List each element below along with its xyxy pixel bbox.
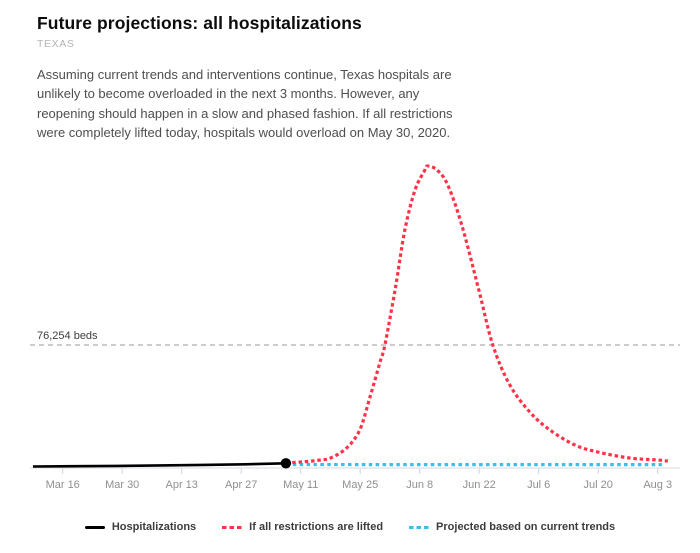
legend-label-restrictions-lifted: If all restrictions are lifted: [249, 521, 384, 533]
x-axis-tick-label: Jun 8: [406, 479, 433, 491]
series-restrictions-lifted-line: [285, 164, 669, 465]
legend-swatch-hospitalizations-icon: [84, 525, 105, 529]
chart-legend: Hospitalizations If all restrictions are…: [0, 521, 700, 533]
beds-capacity-label: 76,254 beds: [37, 330, 98, 342]
projection-chart-canvas: 76,254 beds Mar 16 Mar 30 Apr 13 Apr 27 May 1…: [30, 164, 680, 491]
legend-item-restrictions-lifted: If all restrictions are lifted: [222, 521, 383, 533]
legend-swatch-current-trends-icon: [409, 525, 430, 529]
x-axis-tick-label: Apr 27: [225, 479, 257, 491]
legend-label-current-trends: Projected based on current trends: [436, 521, 616, 533]
x-axis-tick-label: Mar 30: [105, 479, 139, 491]
legend-swatch-restrictions-lifted-icon: [222, 525, 243, 529]
series-hospitalizations-line: [32, 462, 286, 468]
x-axis-tick-label: Apr 13: [165, 479, 197, 491]
x-axis-tick-label: Aug 3: [643, 479, 672, 491]
projection-start-dot: [280, 458, 292, 469]
legend-item-current-trends: Projected based on current trends: [409, 521, 615, 533]
legend-item-hospitalizations: Hospitalizations: [84, 521, 197, 533]
legend-label-hospitalizations: Hospitalizations: [111, 521, 197, 533]
x-axis-tick-label: May 25: [342, 479, 378, 491]
chart-description: Assuming current trends and intervention…: [37, 67, 453, 140]
x-axis-tick-label: Jul 6: [527, 479, 550, 491]
x-axis-tick-label: May 11: [283, 479, 318, 491]
chart-header: Future projections: all hospitalizations…: [37, 13, 507, 142]
x-axis-tick-label: Mar 16: [46, 479, 80, 491]
x-axis-tick-label: Jul 20: [584, 479, 613, 491]
chart-location-label: TEXAS: [37, 38, 75, 50]
x-axis-tick-label: Jun 22: [463, 479, 496, 491]
chart-title: Future projections: all hospitalizations: [37, 13, 362, 33]
